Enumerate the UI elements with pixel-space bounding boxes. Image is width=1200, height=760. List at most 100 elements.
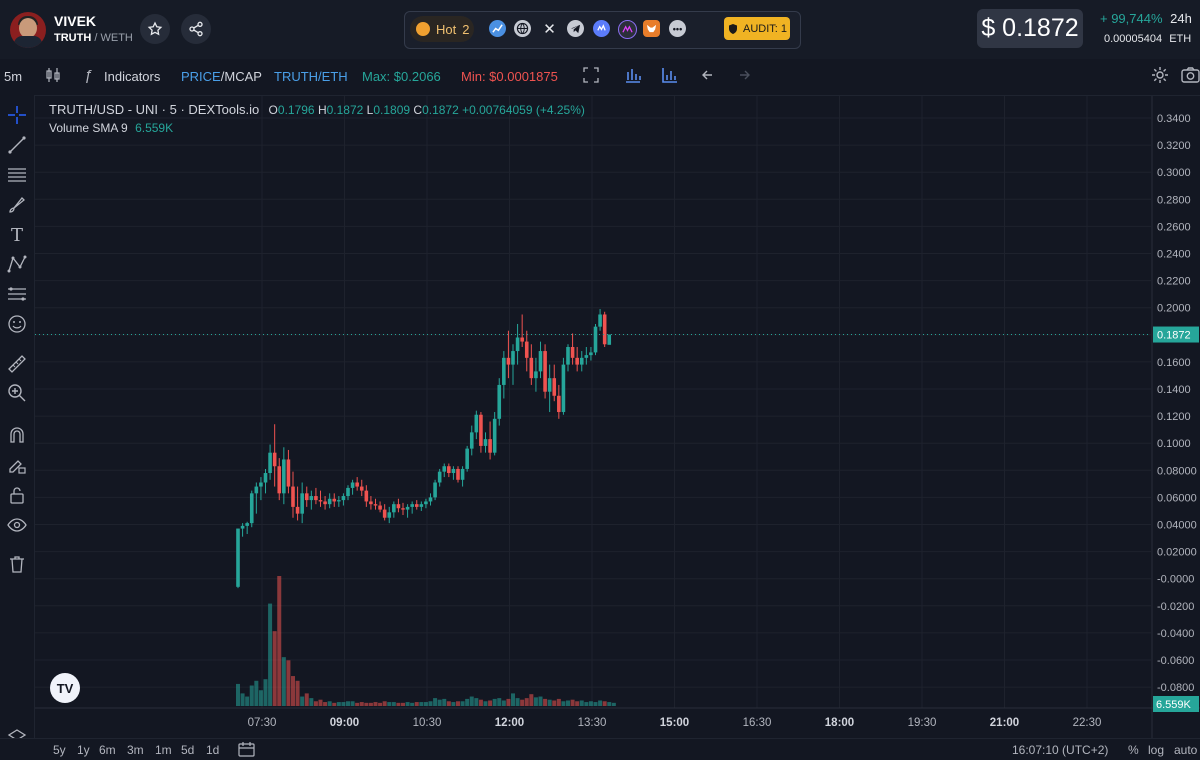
range-6m[interactable]: 6m: [99, 743, 116, 757]
candle: [341, 493, 346, 506]
lock-drawings-tool[interactable]: [6, 454, 28, 476]
candle: [410, 501, 414, 514]
trendline-tool[interactable]: [6, 134, 28, 156]
text-tool[interactable]: T: [6, 224, 28, 246]
candle: [579, 351, 584, 372]
volume-bar: [346, 701, 350, 706]
candle: [396, 498, 401, 513]
undo-button[interactable]: [702, 67, 718, 86]
candle: [497, 378, 502, 426]
price-change: + 99,744%: [1100, 11, 1163, 26]
tradingview-logo[interactable]: TV: [50, 673, 80, 703]
settings-button[interactable]: [1151, 66, 1169, 87]
candle-body: [236, 528, 240, 587]
range-1m[interactable]: 1m: [155, 743, 172, 757]
volume-bar: [295, 680, 300, 706]
magnet-tool[interactable]: [6, 424, 28, 446]
chart-icon[interactable]: [489, 20, 506, 37]
indicators-button[interactable]: Indicators: [104, 69, 161, 84]
price-mcap-toggle[interactable]: PRICE/MCAP: [181, 69, 262, 84]
measure-lines-tool[interactable]: [6, 283, 28, 305]
globe-icon[interactable]: [514, 20, 531, 37]
eth-price-row: 0.00005404 ETH: [1104, 33, 1191, 45]
audit-badge[interactable]: AUDIT: 1: [724, 17, 790, 40]
hot-badge[interactable]: Hot 2: [410, 16, 474, 42]
y-tick-label: 0.1200: [1157, 411, 1191, 423]
crosshair-tool[interactable]: [6, 104, 28, 126]
delete-tool[interactable]: [6, 553, 28, 575]
candle: [479, 412, 483, 453]
range-1y[interactable]: 1y: [77, 743, 90, 757]
more-icon[interactable]: •••: [669, 20, 686, 37]
candle: [538, 341, 543, 379]
candle-body: [584, 355, 589, 358]
candle: [373, 498, 378, 510]
volume-button[interactable]: [662, 67, 678, 86]
share-icon: [189, 21, 203, 37]
lock-tool[interactable]: [6, 484, 28, 506]
volume-sma-tag-label: 6.559K: [1156, 699, 1192, 711]
coin-icon[interactable]: [593, 20, 610, 37]
camera-icon: [1181, 67, 1200, 83]
pair-eth-toggle[interactable]: TRUTH/ETH: [274, 69, 348, 84]
candle-type-button[interactable]: [44, 66, 62, 87]
visibility-tool[interactable]: [6, 514, 28, 536]
log-toggle[interactable]: log: [1148, 743, 1165, 757]
fullscreen-button[interactable]: [583, 67, 599, 86]
clock-display[interactable]: 16:07:10 (UTC+2): [1012, 743, 1109, 757]
redo-button[interactable]: [734, 67, 750, 86]
candle-body: [282, 459, 286, 494]
hot-rank: 2: [462, 21, 470, 37]
range-5d[interactable]: 5d: [181, 743, 195, 757]
candle: [419, 501, 424, 511]
goto-date-button[interactable]: [238, 741, 255, 760]
auto-toggle[interactable]: auto: [1174, 743, 1198, 757]
candle: [451, 466, 456, 480]
x-tick-label: 12:00: [495, 717, 524, 729]
x-icon[interactable]: ✕: [543, 20, 556, 38]
range-5y[interactable]: 5y: [53, 743, 66, 757]
range-1d[interactable]: 1d: [206, 743, 220, 757]
screenshot-button[interactable]: [1181, 66, 1200, 87]
volume-bar: [611, 702, 616, 706]
brush-tool[interactable]: [6, 194, 28, 216]
chart-style-button[interactable]: [625, 67, 641, 86]
uniswap-icon[interactable]: [618, 20, 637, 39]
change-period: 24h: [1170, 11, 1192, 26]
bar-chart-icon: [626, 69, 641, 83]
pattern-tool[interactable]: [6, 253, 28, 275]
legend-open-label: O: [268, 103, 278, 117]
favorite-button[interactable]: [140, 14, 170, 44]
volume-bar: [313, 701, 318, 706]
smiley-icon: [8, 315, 26, 333]
range-3m[interactable]: 3m: [127, 743, 144, 757]
zoom-tool[interactable]: [6, 382, 28, 404]
ruler-tool[interactable]: [6, 353, 28, 375]
y-tick-label: 0.1400: [1157, 384, 1191, 396]
candle-body: [327, 498, 332, 505]
volume-bar: [341, 702, 346, 706]
volume-bar: [552, 700, 557, 706]
candle: [437, 468, 442, 487]
candle-body: [515, 337, 520, 352]
interval-selector[interactable]: 5m: [4, 69, 23, 84]
metamask-icon[interactable]: [643, 20, 660, 37]
calendar-icon: [238, 742, 255, 757]
emoji-tool[interactable]: [6, 313, 28, 335]
horizontal-lines-icon: [8, 168, 26, 182]
price-chart[interactable]: 0.3400 0.3200 0.3000 0.2800 0.2600 0.2400 0.22…: [35, 96, 1200, 738]
volume-bar: [350, 701, 355, 706]
telegram-icon[interactable]: [567, 20, 584, 37]
candle-body: [414, 504, 419, 507]
fullscreen-icon: [583, 67, 599, 83]
candle: [249, 490, 254, 528]
volume-bar: [391, 702, 396, 706]
share-button[interactable]: [181, 14, 211, 44]
fib-tool[interactable]: [6, 164, 28, 186]
candle: [547, 364, 552, 413]
candle: [515, 323, 520, 365]
candle-body: [318, 500, 323, 502]
bottom-bar: [0, 738, 1200, 759]
legend-low-label: L: [366, 103, 374, 117]
percent-toggle[interactable]: %: [1128, 743, 1139, 757]
